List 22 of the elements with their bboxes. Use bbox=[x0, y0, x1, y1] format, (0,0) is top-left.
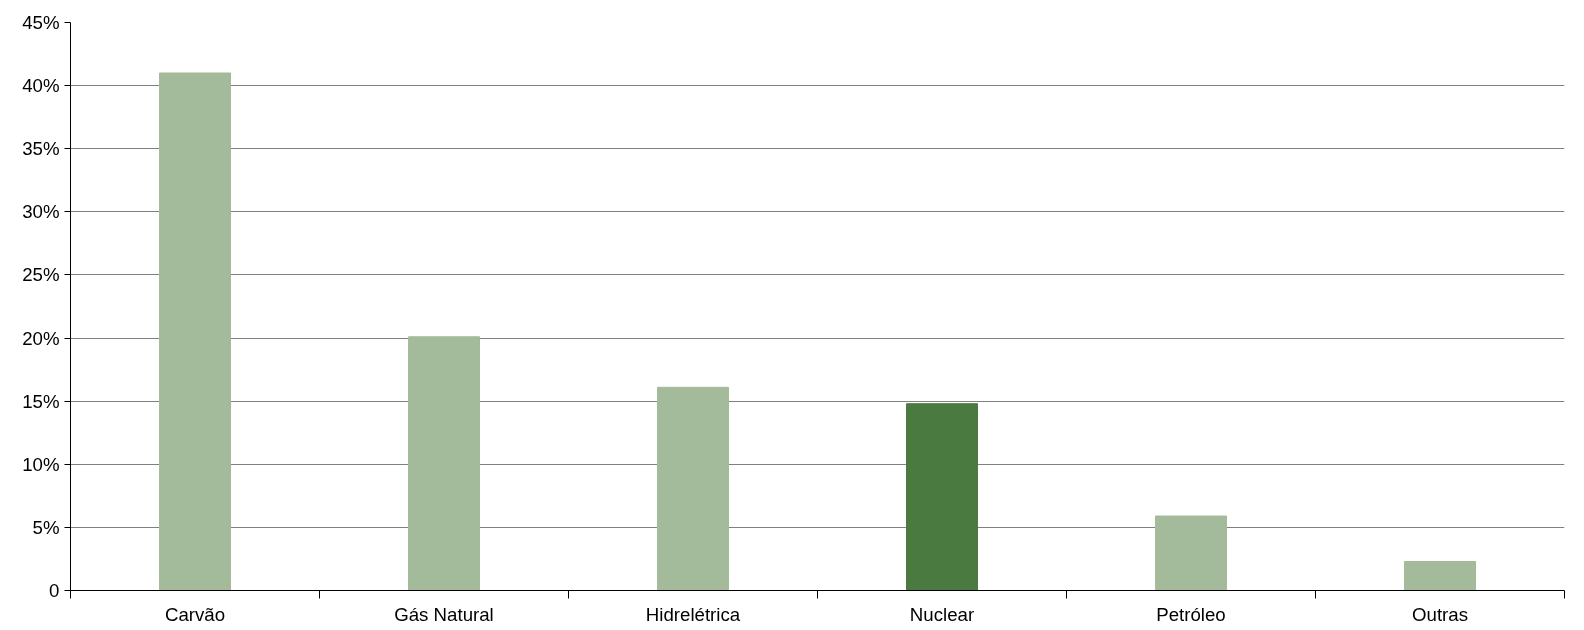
y-tick-label: 0 bbox=[49, 580, 60, 601]
y-tick-label: 25% bbox=[22, 264, 60, 286]
bar bbox=[906, 403, 978, 591]
bar bbox=[657, 386, 729, 591]
x-tick-label: Petróleo bbox=[1156, 603, 1226, 625]
x-tick-label: Nuclear bbox=[909, 603, 975, 625]
y-tick-label: 35% bbox=[22, 138, 60, 160]
x-tick-label: Carvão bbox=[164, 603, 226, 625]
y-tick-label: 30% bbox=[22, 201, 60, 223]
x-tick-label: Hidrelétrica bbox=[645, 603, 741, 625]
x-tick-label: Gás Natural bbox=[394, 603, 494, 625]
bar bbox=[1155, 515, 1227, 591]
y-tick-label: 15% bbox=[22, 390, 60, 412]
x-tick-label: Outras bbox=[1412, 603, 1469, 625]
bar bbox=[1404, 560, 1476, 591]
y-tick-label: 20% bbox=[22, 327, 60, 349]
y-tick-label: 45% bbox=[22, 12, 60, 33]
bar bbox=[159, 72, 231, 591]
y-tick-label: 40% bbox=[22, 75, 60, 97]
y-tick-label: 5% bbox=[32, 516, 60, 538]
y-tick-label: 10% bbox=[22, 453, 60, 475]
bar bbox=[408, 336, 480, 591]
